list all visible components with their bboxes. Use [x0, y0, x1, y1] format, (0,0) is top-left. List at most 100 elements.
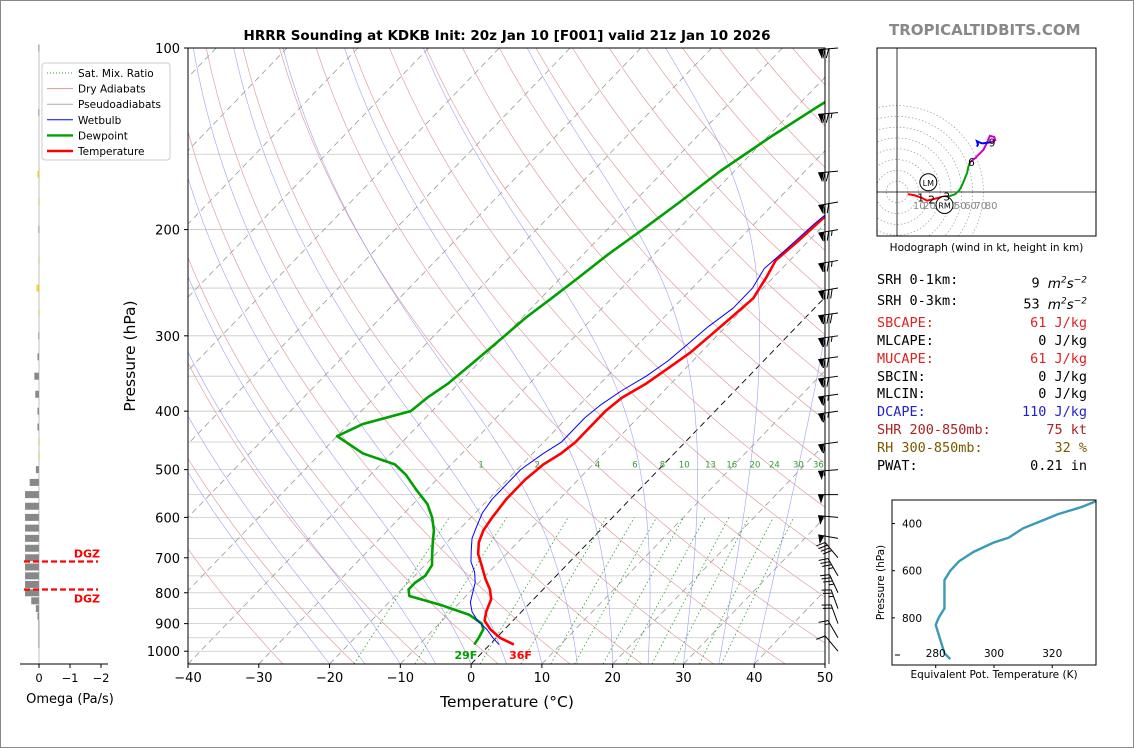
barb-pennant	[818, 172, 825, 182]
barb-pennant	[818, 262, 825, 273]
wind-barb	[818, 356, 839, 369]
y-tick-label: 900	[155, 618, 180, 633]
stat-unit: m2s−2	[1047, 275, 1087, 292]
wind-barb	[818, 393, 839, 406]
barb-staff	[818, 441, 839, 446]
barb-pennant	[818, 49, 825, 59]
unit-base: s	[1066, 275, 1074, 292]
barb-half	[823, 470, 826, 476]
isotherm-line	[612, 443, 825, 664]
storm-motion-marker	[919, 173, 938, 192]
barb-pennant	[818, 314, 825, 325]
stat-value: 0.21 in	[1030, 458, 1087, 475]
theta-x-label: Equivalent Pot. Temperature (K)	[910, 669, 1077, 681]
omega-bar	[35, 390, 39, 398]
barb-flag	[826, 262, 830, 272]
pseudoadiabat-line	[423, 48, 651, 664]
skewt-ticks: −40 −30 −20 −10 0 10 20 30 40 50 100 200 300 400 500 60…	[147, 42, 833, 686]
wind-barb	[818, 410, 839, 423]
stat-row: MUCAPE: 61 J/kg	[877, 351, 1087, 369]
barb-flag	[822, 443, 826, 454]
omega-bar	[25, 572, 39, 580]
unit-base: m	[1047, 275, 1061, 292]
legend-label: Temperature	[77, 146, 145, 158]
barb-flag	[822, 172, 826, 182]
stat-unit: m2s−2	[1048, 296, 1087, 313]
barb-flag	[825, 113, 830, 123]
mixing-ratio-label: 24	[769, 461, 780, 471]
stat-value: 110 J/kg	[1021, 404, 1087, 421]
mixing-ratio-line	[414, 517, 508, 664]
omega-tick-label: 0	[35, 671, 42, 685]
stat-number: 53	[1023, 296, 1048, 313]
stat-label: SRH 0-3km:	[877, 293, 959, 310]
legend-label: Wetbulb	[78, 115, 122, 127]
theta-frame	[891, 499, 1097, 666]
wind-barb	[818, 287, 839, 300]
stat-value: 61 J/kg	[1030, 314, 1087, 331]
omega-tick-label: −2	[93, 671, 110, 685]
barb-half	[828, 583, 835, 586]
mixing-ratio-line	[699, 517, 774, 664]
omega-bar	[37, 612, 39, 620]
stat-label: MLCAPE:	[877, 332, 934, 349]
omega-bar	[35, 605, 39, 613]
x-tick-label: −30	[245, 671, 272, 686]
barb-flag	[823, 204, 826, 214]
barb-flag	[816, 541, 826, 547]
hodograph-panel: 1020304050607080LMRM12369Hodograph (wind…	[876, 47, 1097, 254]
pseudoadiabat-line	[188, 471, 330, 664]
wind-barb	[818, 112, 839, 124]
barb-pennant	[818, 534, 825, 545]
hodo-height-label: 6	[968, 157, 975, 169]
stat-value: 75 kt	[1046, 422, 1087, 439]
pseudoadiabat-line	[188, 415, 366, 664]
omega-bar	[25, 491, 39, 499]
sounding-stats: SRH 0-1km: 9 m2s−2 SRH 0-3km: 53 m2s−2 SBCAP…	[877, 272, 1087, 476]
stat-row: SRH 0-3km: 53 m2s−2	[877, 293, 1087, 314]
stat-value: 32 %	[1054, 440, 1087, 457]
barb-flag	[822, 412, 826, 423]
hodo-ring-label: 80	[985, 201, 998, 212]
omega-axis-label: Omega (Pa/s)	[26, 692, 114, 707]
omega-bar	[25, 544, 39, 552]
storm-motion-marker	[935, 195, 954, 214]
omega-bar	[25, 589, 39, 597]
stat-label: MUCAPE:	[877, 350, 934, 367]
barb-half	[830, 230, 833, 236]
barb-pennant	[818, 494, 824, 504]
barb-flag	[821, 604, 832, 606]
barb-pennant	[818, 515, 825, 525]
barb-flag	[829, 313, 833, 324]
wind-barb	[818, 494, 838, 504]
stat-row: RH 300-850mb: 32 %	[877, 440, 1087, 458]
mixing-ratio-line	[651, 517, 730, 664]
stat-row: PWAT: 0.21 in	[877, 458, 1087, 476]
dry-adiabat-line	[462, 48, 825, 464]
wind-barb	[816, 635, 839, 652]
pseudoadiabat-line	[665, 48, 761, 664]
barb-flag	[826, 203, 830, 214]
barb-flag	[822, 550, 833, 555]
stat-label: RH 300-850mb:	[877, 440, 983, 457]
wind-barb	[818, 469, 839, 481]
theta-y-label: Pressure (hPa)	[875, 545, 887, 620]
mixing-ratio-line	[520, 517, 607, 664]
hodo-frame	[876, 47, 1097, 237]
omega-bar	[37, 423, 39, 431]
y-tick-label: 500	[155, 464, 180, 479]
dry-adiabat-line	[279, 48, 786, 664]
barb-flag	[826, 337, 830, 347]
stat-label: SRH 0-1km:	[877, 272, 959, 288]
legend-label: Dry Adiabats	[78, 84, 146, 96]
wind-barb	[818, 312, 839, 325]
theta-y-tick-label: 800	[902, 613, 922, 625]
mixing-ratio-line	[353, 517, 450, 664]
mixing-ratio-line	[602, 517, 684, 664]
y-axis-label: Pressure (hPa)	[121, 300, 139, 411]
stat-row: SRH 0-1km: 9 m2s−2	[877, 272, 1087, 293]
legend-box	[41, 62, 171, 161]
chart-title: HRRR Sounding at KDKB Init: 20z Jan 10 […	[244, 28, 771, 44]
barb-pennant	[818, 413, 825, 423]
